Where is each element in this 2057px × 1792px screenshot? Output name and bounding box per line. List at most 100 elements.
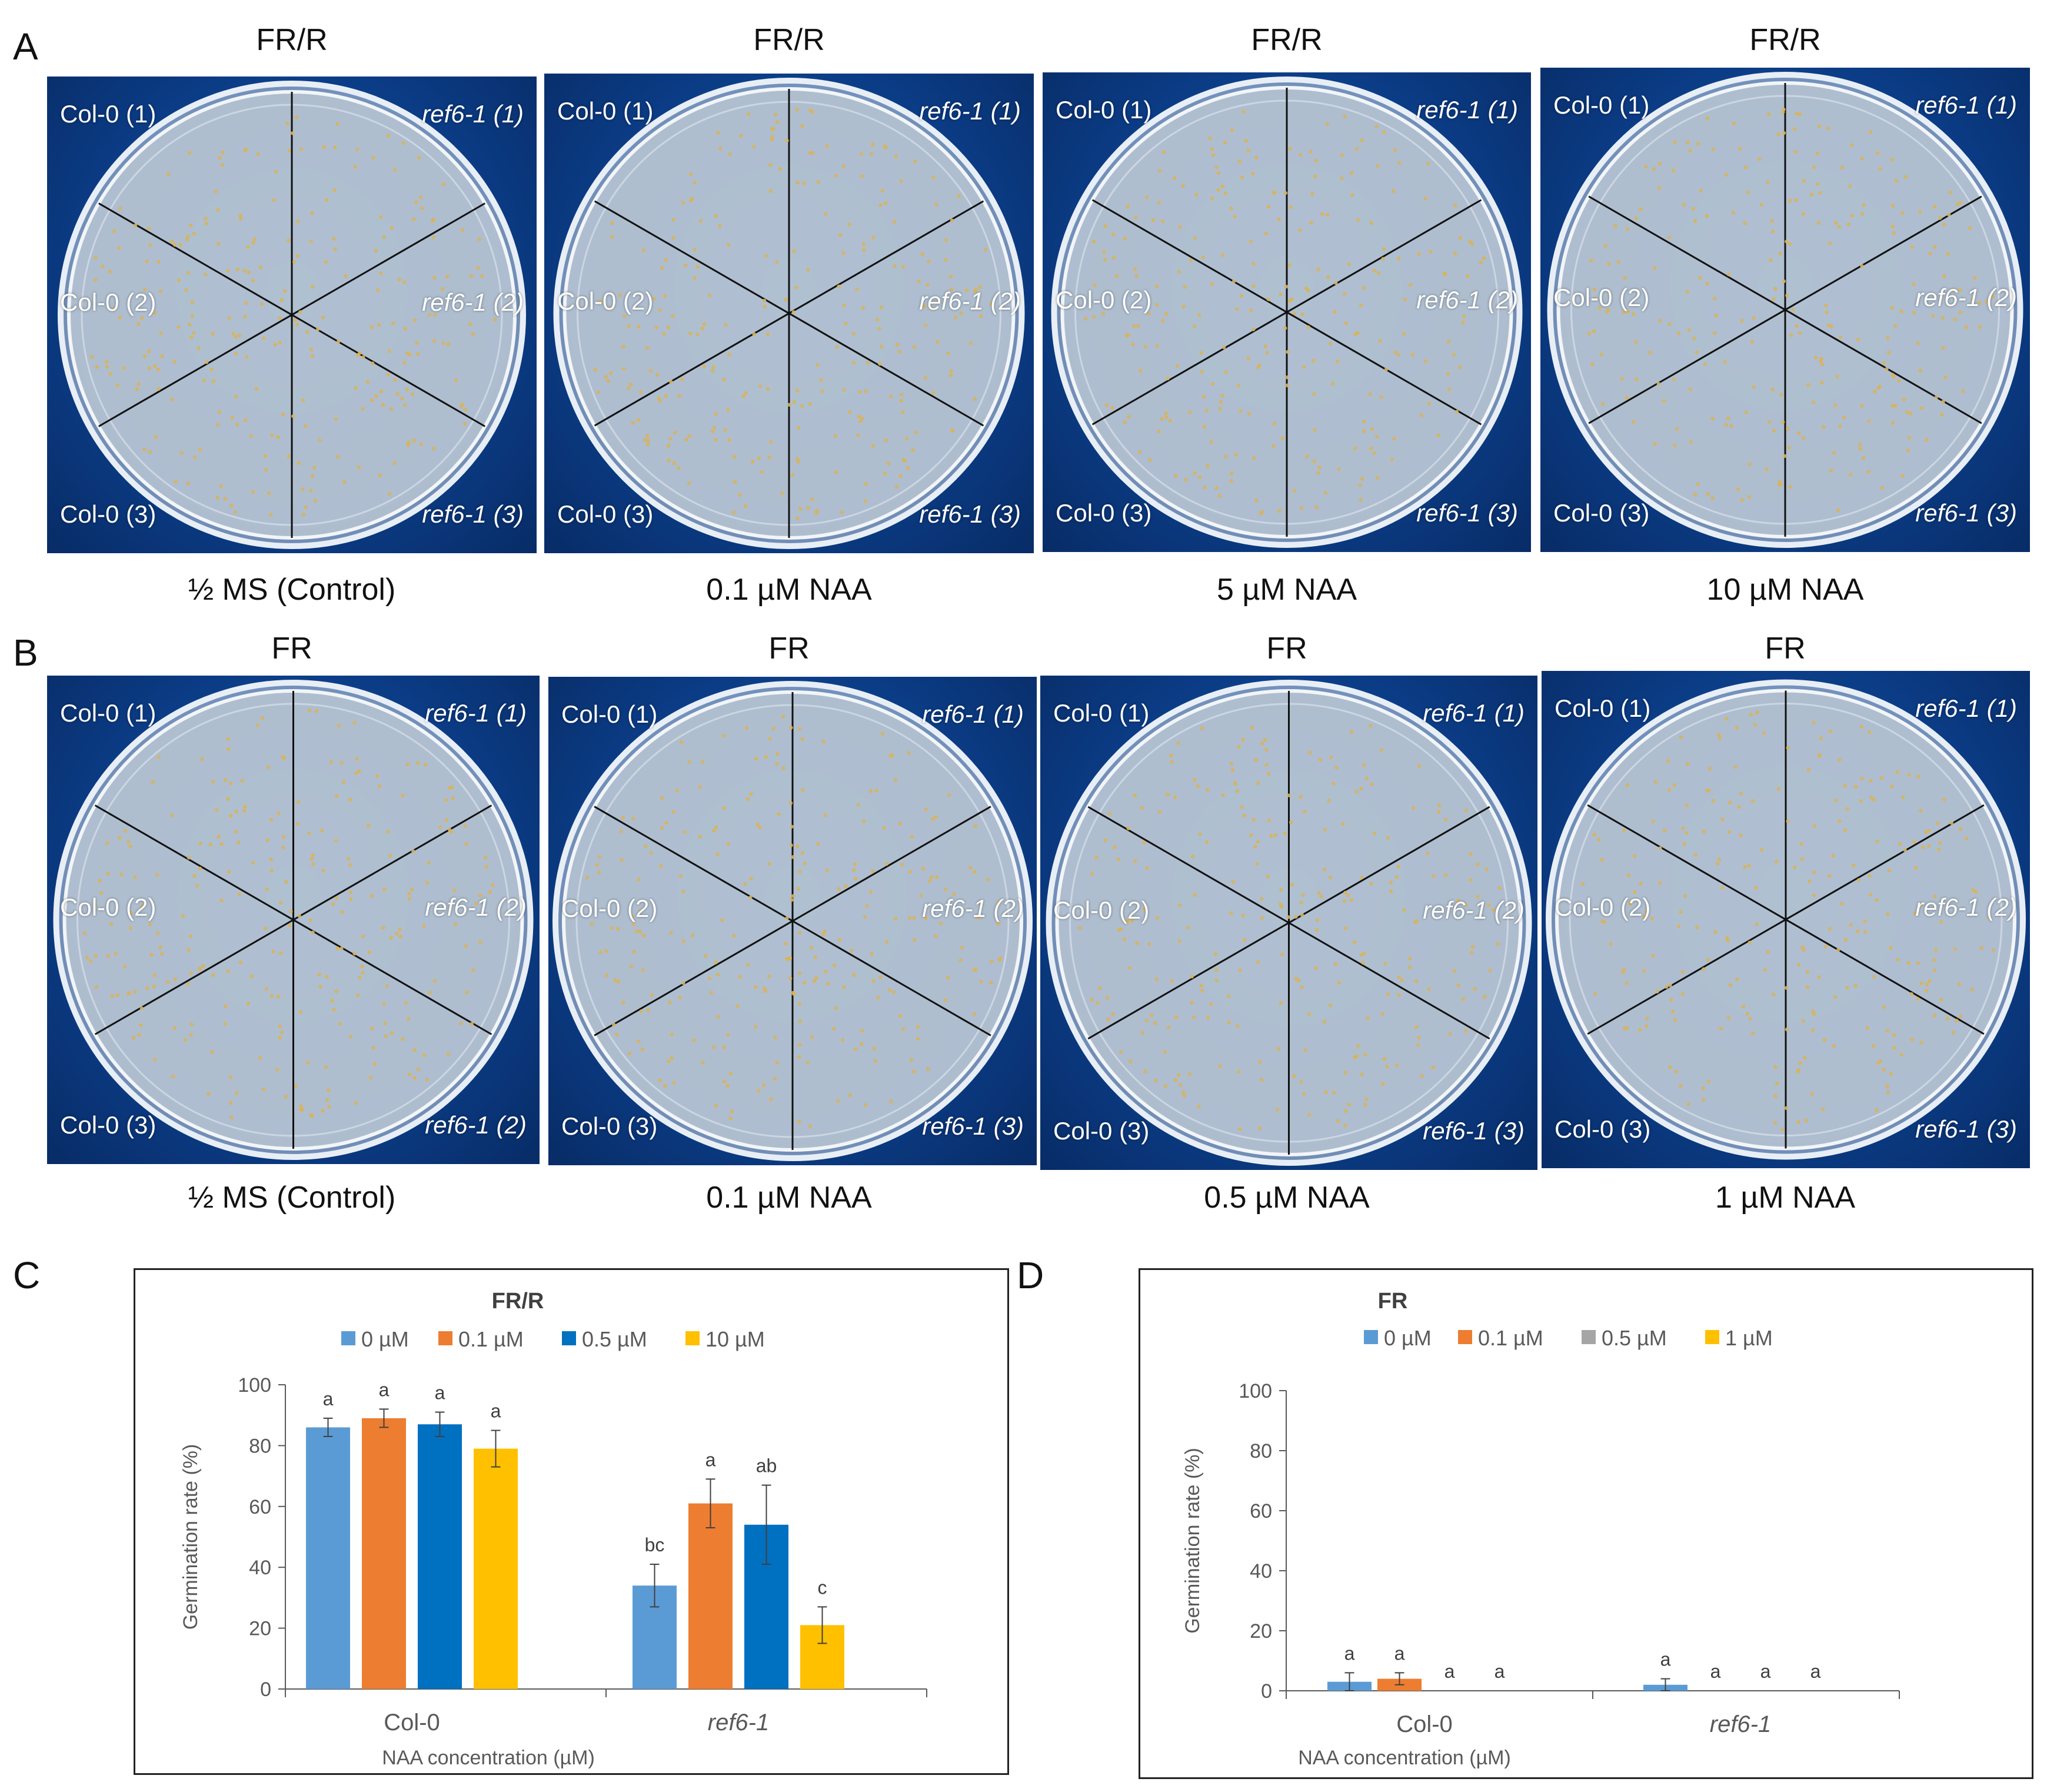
plate-label-a3-2: ref6-1 (1)	[1416, 96, 1518, 124]
chart-d-sig-letter-ref6-1-2: a	[1710, 1661, 1721, 1682]
chart-d-title: FR	[1378, 1289, 1408, 1314]
chart-d-legend-label-2: 0.1 µM	[1478, 1326, 1543, 1350]
petri-dish-b3	[1046, 680, 1532, 1166]
plate-caption-a3: 5 µM NAA	[1216, 573, 1357, 607]
chart-c-y-tick-label-4: 80	[249, 1435, 271, 1457]
plate-label-b4-6: ref6-1 (3)	[1915, 1115, 2017, 1143]
chart-c-y-tick-label-2: 40	[249, 1557, 271, 1579]
chart-c-category-label-2: ref6-1	[708, 1710, 770, 1736]
chart-c-errorbar-Col-0-3	[435, 1411, 445, 1437]
chart-c-sig-letter-ref6-1-4: c	[818, 1577, 827, 1598]
chart-d-sig-letter-Col-0-4: a	[1495, 1661, 1505, 1682]
plate-label-a1-4: ref6-1 (2)	[422, 288, 524, 316]
chart-d-errorbar-ref6-1-1	[1660, 1678, 1670, 1691]
chart-c-sig-letter-ref6-1-3: ab	[756, 1455, 777, 1477]
plate-label-b4-3: Col-0 (2)	[1555, 893, 1651, 921]
panel-letter-a: A	[13, 25, 38, 68]
plate-label-a4-5: Col-0 (3)	[1553, 499, 1650, 527]
chart-c-y-label: Germination rate (%)	[179, 1444, 202, 1630]
petri-dish-a1	[58, 81, 526, 549]
chart-d-y-tick-label-0: 0	[1261, 1680, 1272, 1703]
chart-c-y-tick-label-5: 100	[238, 1374, 271, 1397]
chart-c-bar-Col-0-3	[418, 1424, 462, 1689]
plate-label-a3-1: Col-0 (1)	[1056, 96, 1152, 124]
plate-caption-a2: 0.1 µM NAA	[706, 573, 872, 607]
chart-d-y-tick-label-5: 100	[1239, 1380, 1272, 1402]
chart-c-legend-swatch-3	[562, 1331, 576, 1345]
plate-label-b1-4: ref6-1 (2)	[425, 893, 527, 921]
chart-d-legend-label-3: 0.5 µM	[1602, 1326, 1667, 1350]
plate-title-b3: FR	[1266, 631, 1307, 666]
petri-plate-photo-a4: Col-0 (1) ref6-1 (1) Col-0 (2) ref6-1 (2) Co…	[1540, 68, 2030, 552]
chart-d-legend-label-1: 0 µM	[1384, 1326, 1432, 1350]
chart-d-legend-swatch-1	[1364, 1330, 1378, 1344]
plate-label-a2-4: ref6-1 (2)	[919, 287, 1021, 315]
chart-c-errorbar-ref6-1-1	[650, 1564, 660, 1608]
plate-label-b3-1: Col-0 (1)	[1053, 699, 1150, 727]
petri-dish-a3	[1051, 77, 1523, 548]
plate-label-b1-5: Col-0 (3)	[60, 1111, 157, 1139]
chart-d-legend-label-4: 1 µM	[1725, 1326, 1773, 1350]
chart-c-errorbar-Col-0-2	[379, 1408, 389, 1428]
panel-letter-b: B	[13, 631, 38, 674]
petri-dish-a2	[553, 78, 1025, 549]
chart-d-errorbar-Col-0-1	[1344, 1672, 1354, 1691]
plate-title-a3: FR/R	[1251, 23, 1323, 57]
petri-dish-b2	[552, 681, 1033, 1161]
plate-label-a4-4: ref6-1 (2)	[1915, 283, 2017, 311]
chart-c-category-label-1: Col-0	[384, 1710, 440, 1736]
chart-c-errorbar-ref6-1-3	[761, 1484, 771, 1565]
plate-label-b2-2: ref6-1 (1)	[922, 700, 1024, 728]
chart-d-sig-letter-Col-0-1: a	[1344, 1643, 1355, 1664]
petri-dish-b4	[1546, 679, 2026, 1160]
plate-label-a3-4: ref6-1 (2)	[1416, 285, 1518, 314]
chart-d-legend-swatch-4	[1705, 1330, 1719, 1344]
chart-c-sig-letter-Col-0-1: a	[323, 1388, 334, 1409]
chart-d-category-label-1: Col-0	[1396, 1711, 1453, 1737]
chart-d-y-tick-label-3: 60	[1250, 1500, 1272, 1522]
plate-caption-b4: 1 µM NAA	[1715, 1181, 1855, 1215]
chart-d-y-tick-label-2: 40	[1250, 1560, 1272, 1582]
plate-label-a2-5: Col-0 (3)	[557, 500, 654, 528]
plate-label-a3-3: Col-0 (2)	[1056, 285, 1152, 314]
plate-label-b2-3: Col-0 (2)	[561, 895, 658, 922]
plate-label-b1-6: ref6-1 (2)	[425, 1111, 527, 1139]
plate-label-a4-6: ref6-1 (3)	[1915, 499, 2017, 527]
chart-c-legend-label-2: 0.1 µM	[458, 1327, 524, 1351]
plate-label-a4-1: Col-0 (1)	[1553, 91, 1650, 119]
plate-caption-b1: ½ MS (Control)	[188, 1181, 396, 1215]
plate-label-b1-3: Col-0 (2)	[60, 893, 157, 921]
chart-c-bar-Col-0-1	[306, 1427, 350, 1689]
petri-dish-b1	[53, 680, 534, 1160]
plate-label-b2-5: Col-0 (3)	[561, 1112, 658, 1140]
chart-d: FR 0 µM 0.1 µM 0.5 µM 1 µM 0 20 40 60 80 100 Germin…	[1139, 1268, 2033, 1779]
chart-d-x-label: NAA concentration (µM)	[1298, 1747, 1511, 1769]
plate-label-a4-2: ref6-1 (1)	[1915, 91, 2017, 119]
chart-d-sig-letter-ref6-1-4: a	[1810, 1661, 1821, 1682]
plate-label-b3-3: Col-0 (2)	[1053, 896, 1150, 924]
chart-c-bar-ref6-1-2	[688, 1503, 733, 1689]
plate-label-a1-5: Col-0 (3)	[60, 500, 157, 528]
chart-c-y-tick-label-0: 0	[260, 1678, 271, 1701]
panel-letter-c: C	[13, 1254, 41, 1296]
chart-c-sig-letter-ref6-1-1: bc	[645, 1534, 665, 1555]
chart-d-svg: FR 0 µM 0.1 µM 0.5 µM 1 µM 0 20 40 60 80 100 Germin…	[1181, 1289, 1900, 1769]
plate-label-a2-2: ref6-1 (1)	[919, 97, 1021, 125]
plate-label-a2-1: Col-0 (1)	[557, 97, 654, 125]
plate-label-a3-5: Col-0 (3)	[1056, 499, 1152, 527]
plate-label-a3-6: ref6-1 (3)	[1416, 499, 1518, 527]
petri-plate-photo-a1: Col-0 (1) ref6-1 (1) Col-0 (2) ref6-1 (2) Co…	[47, 77, 537, 553]
plate-label-a1-3: Col-0 (2)	[60, 288, 157, 316]
petri-dish-a4	[1547, 72, 2023, 548]
chart-c-legend-swatch-2	[438, 1331, 452, 1345]
plate-caption-a4: 10 µM NAA	[1706, 573, 1864, 607]
plate-label-a2-3: Col-0 (2)	[557, 287, 654, 315]
chart-d-legend-swatch-3	[1582, 1330, 1596, 1344]
plate-title-a4: FR/R	[1749, 23, 1821, 57]
plate-label-a1-6: ref6-1 (3)	[422, 500, 524, 528]
chart-c-legend-swatch-1	[341, 1331, 355, 1345]
chart-c-errorbar-ref6-1-2	[705, 1478, 715, 1528]
plate-label-b3-4: ref6-1 (2)	[1423, 896, 1525, 924]
plate-title-b4: FR	[1765, 631, 1806, 666]
chart-d-errorbar-Col-0-2	[1394, 1672, 1404, 1685]
